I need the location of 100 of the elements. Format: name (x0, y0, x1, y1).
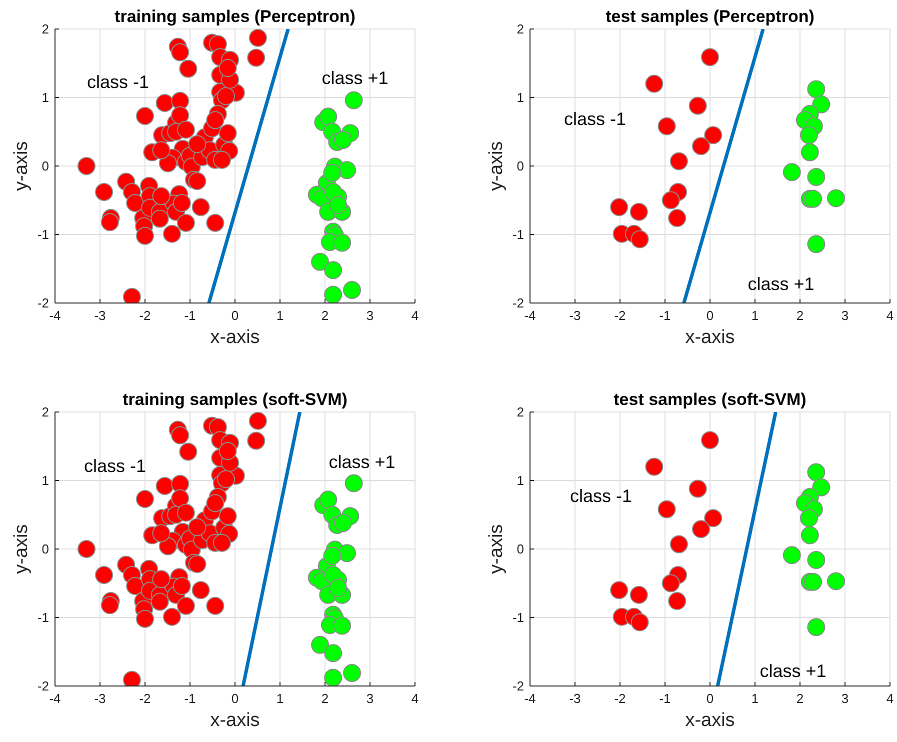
point (812, 478, 830, 496)
x-tick-label: -2 (139, 308, 151, 323)
x-tick-label: -1 (659, 691, 671, 706)
x-tick-label: 3 (841, 308, 849, 323)
point (807, 618, 826, 636)
point (630, 202, 648, 221)
x-tick-label: 0 (231, 691, 239, 706)
point (692, 520, 710, 538)
point (630, 613, 649, 632)
point (688, 96, 707, 115)
point (807, 168, 826, 186)
point (668, 592, 686, 610)
chart-title: training samples (Perceptron) (114, 7, 356, 26)
point (827, 572, 845, 590)
y-axis-title: y-axis (486, 141, 507, 191)
point (800, 526, 819, 544)
point (610, 198, 628, 216)
point (670, 152, 688, 170)
x-tick-label: 0 (706, 691, 714, 706)
x-tick-label: -4 (524, 308, 536, 323)
y-tick-label: -2 (512, 678, 524, 694)
x-tick-label: 4 (411, 308, 419, 323)
x-tick-label: -1 (659, 308, 671, 323)
annotation: class +1 (322, 68, 388, 88)
x-tick-label: 2 (321, 691, 329, 706)
y-tick-label: -1 (512, 227, 524, 242)
x-tick-label: 1 (751, 691, 759, 706)
point (827, 189, 845, 208)
x-tick-label: -2 (614, 691, 626, 706)
x-tick-label: 2 (796, 691, 804, 706)
point (701, 48, 719, 66)
point (670, 535, 688, 554)
x-tick-label: -3 (569, 308, 581, 323)
point (782, 546, 801, 564)
annotation: class +1 (328, 452, 396, 472)
x-axis-title: x-axis (685, 710, 735, 731)
point (311, 252, 330, 271)
point (334, 130, 352, 149)
point (800, 143, 819, 162)
x-tick-label: 1 (276, 691, 284, 706)
point (324, 286, 342, 303)
annotation: class +1 (748, 274, 814, 294)
x-tick-label: 1 (751, 308, 759, 323)
y-tick-label: -2 (37, 678, 49, 694)
point (662, 574, 680, 592)
point (804, 190, 822, 208)
point (333, 616, 352, 635)
point (338, 161, 356, 180)
point (704, 509, 722, 528)
point (688, 480, 707, 498)
x-tick-label: -4 (49, 691, 61, 706)
y-tick-label: -1 (512, 610, 524, 625)
annotation: class -1 (86, 72, 150, 92)
y-tick-label: 1 (516, 473, 524, 488)
x-tick-label: 0 (231, 308, 239, 323)
x-tick-label: 0 (706, 308, 714, 323)
x-tick-label: -3 (569, 691, 581, 706)
point (329, 196, 348, 214)
x-tick-label: 3 (841, 691, 849, 706)
x-tick-label: -4 (49, 308, 61, 323)
point (323, 546, 342, 565)
point (324, 261, 342, 280)
point (800, 509, 818, 528)
y-tick-label: -1 (37, 610, 49, 625)
y-tick-label: 0 (42, 542, 49, 556)
point (800, 126, 818, 144)
point (329, 579, 348, 598)
x-tick-label: 4 (886, 308, 894, 323)
point (807, 235, 826, 254)
y-tick-label: 1 (42, 90, 49, 105)
y-tick-label: 2 (516, 22, 524, 36)
point (319, 108, 338, 126)
x-tick-label: 4 (886, 691, 894, 706)
point (807, 550, 826, 569)
y-tick-label: -1 (37, 227, 49, 242)
x-axis-title: x-axis (210, 710, 260, 731)
point (658, 117, 676, 136)
point (344, 474, 363, 492)
y-axis-title: y-axis (11, 524, 32, 574)
x-tick-label: -3 (94, 691, 106, 706)
y-tick-label: 2 (516, 404, 524, 420)
y-tick-label: 2 (42, 22, 49, 36)
annotation: class -1 (564, 109, 626, 129)
x-tick-label: 3 (366, 308, 374, 323)
y-axis-title: y-axis (11, 141, 32, 191)
point (311, 636, 330, 654)
point (319, 490, 338, 509)
point (662, 191, 680, 210)
x-axis-title: x-axis (210, 327, 260, 348)
point (692, 137, 710, 156)
x-tick-label: -1 (184, 691, 196, 706)
point (668, 209, 686, 228)
point (323, 164, 342, 182)
point (807, 80, 826, 98)
point (812, 95, 830, 114)
point (343, 664, 361, 682)
point (324, 668, 342, 686)
y-tick-label: 0 (516, 158, 524, 174)
point (645, 74, 664, 93)
point (807, 463, 826, 482)
